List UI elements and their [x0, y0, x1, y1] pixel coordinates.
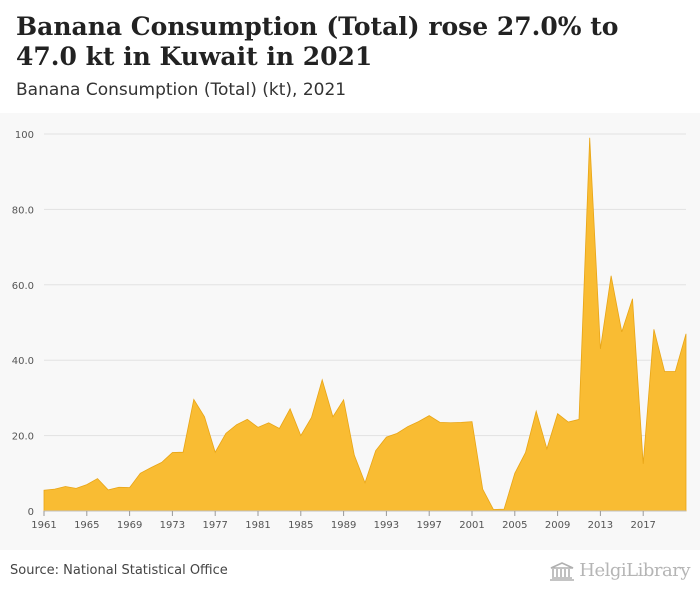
logo-text: HelgiLibrary	[579, 560, 690, 581]
y-tick-label: 60.0	[12, 281, 34, 292]
x-tick-label: 1973	[160, 520, 185, 531]
x-tick-label: 1985	[288, 520, 313, 531]
area-chart: 0 20.0 40.0 60.0 80.0 100 1961 1965 1969 1973 1977…	[12, 130, 687, 531]
source-note: Source: National Statistical Office	[10, 563, 228, 578]
y-tick-label: 0	[28, 507, 34, 518]
y-tick-label: 20.0	[12, 432, 34, 443]
chart-area: 0 20.0 40.0 60.0 80.0 100 1961 1965 1969 1973 1977…	[0, 113, 700, 550]
x-tick-label: 1981	[245, 520, 270, 531]
x-tick-label: 2017	[630, 520, 655, 531]
chart-title: Banana Consumption (Total) rose 27.0% to…	[16, 12, 619, 71]
x-tick-label: 2005	[502, 520, 527, 531]
x-tick-label: 2013	[588, 520, 613, 531]
x-tick-label: 1997	[416, 520, 441, 531]
x-tick-label: 1961	[31, 520, 56, 531]
x-tick-label: 1977	[202, 520, 227, 531]
x-tick-label: 2001	[459, 520, 484, 531]
x-tick-label: 1965	[74, 520, 99, 531]
x-tick-label: 1989	[331, 520, 356, 531]
helgi-library-logo: HelgiLibrary	[549, 560, 690, 581]
library-building-icon	[550, 561, 575, 581]
area-series	[43, 137, 687, 512]
x-tick-label: 1969	[117, 520, 142, 531]
x-tick-label: 1993	[374, 520, 399, 531]
chart-subtitle: Banana Consumption (Total) (kt), 2021	[16, 80, 347, 100]
x-tick-label: 2009	[545, 520, 570, 531]
y-tick-label: 40.0	[12, 356, 34, 367]
y-tick-label: 100	[15, 130, 34, 141]
y-tick-label: 80.0	[12, 205, 34, 216]
